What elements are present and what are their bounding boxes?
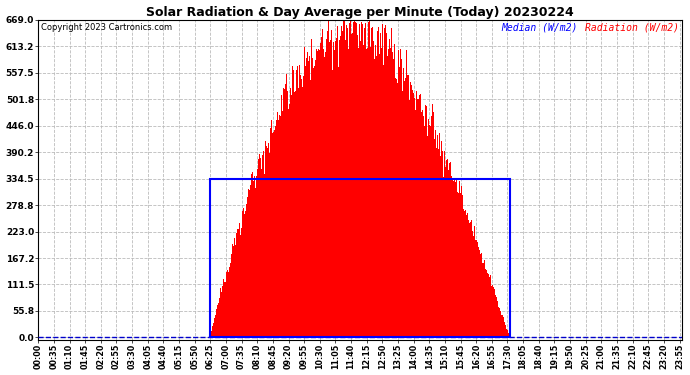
Text: Copyright 2023 Cartronics.com: Copyright 2023 Cartronics.com: [41, 23, 172, 32]
Text: Radiation (W/m2): Radiation (W/m2): [584, 23, 678, 33]
Text: Median (W/m2): Median (W/m2): [502, 23, 578, 33]
Title: Solar Radiation & Day Average per Minute (Today) 20230224: Solar Radiation & Day Average per Minute…: [146, 6, 574, 18]
Bar: [210, 178, 510, 338]
